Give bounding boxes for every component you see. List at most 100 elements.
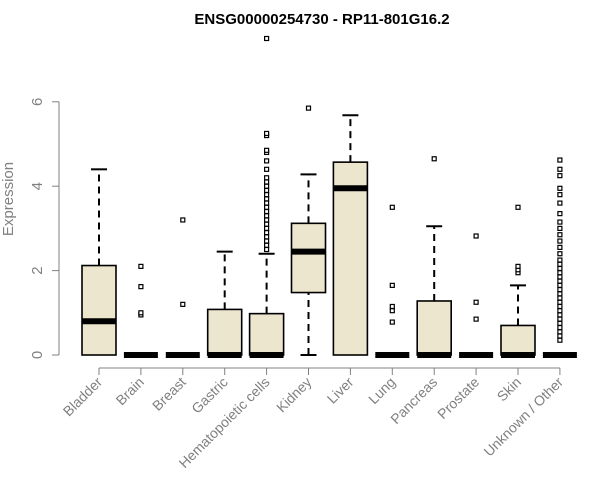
box-12 (542, 157, 577, 358)
outlier-point (557, 244, 563, 250)
box-iqr (248, 312, 285, 356)
outlier-point (557, 282, 563, 288)
outlier-point (264, 204, 270, 210)
outlier-point (473, 299, 479, 305)
y-tick-label: 4 (29, 182, 46, 190)
outlier-point (389, 282, 395, 288)
box-iqr (332, 161, 369, 356)
outlier-point (515, 204, 521, 210)
outlier-point (305, 105, 312, 111)
outlier-point (473, 316, 479, 322)
box-6 (290, 105, 327, 356)
outlier-point (389, 303, 395, 310)
y-axis-label: Expression (0, 162, 17, 236)
outlier-point (264, 179, 270, 185)
outlier-point (557, 320, 563, 326)
outlier-point (557, 286, 563, 293)
outlier-point (557, 295, 563, 301)
box-iqr (416, 300, 453, 356)
outlier-point (264, 230, 270, 236)
outlier-point (557, 299, 563, 305)
outlier-point (264, 234, 270, 240)
outlier-point (264, 183, 270, 189)
outlier-point (264, 158, 270, 164)
x-tick-label: Lung (365, 374, 398, 407)
outlier-point (557, 333, 563, 339)
box-2 (123, 263, 158, 358)
outlier-point (473, 233, 479, 239)
outlier-point (557, 329, 563, 335)
outlier-point (264, 242, 270, 248)
outlier-point (264, 246, 270, 253)
outlier-point (557, 251, 563, 257)
outlier-point (264, 192, 270, 198)
box-9 (416, 156, 453, 358)
x-tick-label: Unknown / Other (480, 374, 566, 460)
box-5 (248, 35, 285, 358)
outlier-point (138, 310, 144, 316)
outlier-point (557, 303, 563, 310)
plot-area (81, 35, 577, 358)
outlier-point (138, 263, 144, 269)
outlier-point (264, 208, 270, 215)
outlier-point (180, 217, 186, 223)
outlier-point (557, 257, 563, 263)
box-4 (206, 250, 243, 358)
box-iqr (206, 308, 243, 356)
box-1 (81, 168, 117, 356)
outlier-point (557, 157, 563, 163)
outlier-point (264, 147, 270, 153)
outlier-point (557, 261, 563, 267)
box-iqr (500, 324, 536, 356)
outlier-point (557, 265, 563, 272)
outlier-point (557, 200, 563, 206)
outlier-point (264, 221, 270, 227)
outlier-point (264, 196, 270, 202)
outlier-point (264, 225, 270, 231)
chart-title: ENSG00000254730 - RP11-801G16.2 (194, 11, 449, 28)
box-7 (332, 114, 369, 356)
outlier-point (264, 200, 270, 206)
x-tick-label: Bladder (60, 374, 106, 420)
outlier-point (264, 166, 270, 172)
outlier-point (264, 130, 270, 137)
x-tick-label: Kidney (273, 374, 315, 416)
outlier-point (557, 337, 563, 343)
box-11 (500, 204, 536, 358)
outlier-point (557, 324, 563, 331)
outlier-point (557, 316, 563, 322)
outlier-point (389, 308, 395, 314)
x-tick-label: Brain (113, 374, 147, 408)
outlier-point (431, 156, 437, 162)
outlier-point (264, 175, 270, 181)
x-tick-label: Prostate (434, 374, 482, 422)
outlier-point (557, 192, 563, 198)
y-tick-label: 6 (29, 98, 46, 106)
outlier-point (389, 204, 395, 210)
outlier-point (557, 185, 563, 191)
y-tick-label: 2 (29, 266, 46, 274)
outlier-point (138, 284, 144, 290)
outlier-point (264, 238, 270, 244)
outlier-point (557, 238, 563, 244)
outlier-point (557, 278, 563, 284)
outlier-point (264, 217, 270, 223)
y-axis: 0 2 4 6 (29, 98, 60, 359)
outlier-point (557, 291, 563, 297)
outlier-point (264, 35, 270, 42)
box-8 (375, 204, 410, 358)
x-tick-label: Pancreas (387, 374, 440, 427)
outlier-point (389, 319, 395, 325)
outlier-point (557, 312, 563, 318)
outlier-point (557, 270, 563, 276)
outlier-point (180, 301, 186, 307)
box-iqr (81, 264, 117, 356)
outlier-point (557, 274, 563, 280)
outlier-point (557, 211, 563, 217)
box-3 (165, 217, 200, 358)
outlier-point (557, 308, 563, 314)
outlier-point (557, 166, 563, 172)
box-iqr (290, 222, 327, 294)
outlier-point (557, 219, 563, 225)
